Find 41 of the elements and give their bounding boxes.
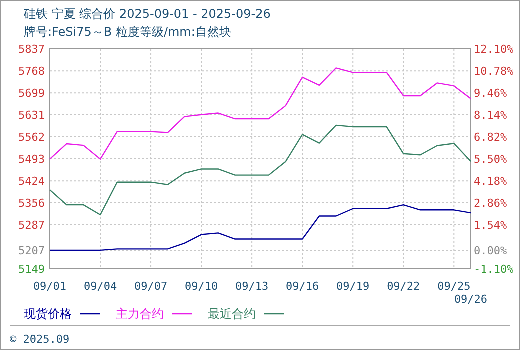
x-tick-label: 09/01: [33, 280, 67, 293]
y-tick-label: 5837: [18, 43, 45, 56]
x-tick-label: 09/25: [438, 280, 471, 293]
line-series: [49, 204, 472, 252]
y2-tick-label: 6.82%: [474, 131, 508, 144]
x-tick-label: 09/07: [134, 280, 168, 293]
x-tick-label: 09/10: [184, 280, 218, 293]
y2-tick-label: 12.10%: [474, 43, 514, 56]
y2-tick-label: 10.78%: [474, 65, 514, 78]
y2-tick-label: 4.18%: [474, 175, 508, 188]
text: © 2025.09: [10, 333, 70, 346]
legend-label: 主力合约: [116, 307, 164, 321]
y2-tick-label: 1.54%: [474, 219, 508, 232]
line-series: [49, 68, 472, 160]
y-tick-label: 5207: [18, 244, 45, 258]
x-tick-label: 09/22: [387, 280, 420, 293]
y2-tick-label: 0.00%: [474, 244, 508, 258]
line-series: [49, 124, 472, 216]
legend-label: 现货价格: [24, 307, 72, 321]
y2-tick-label: 8.14%: [474, 109, 508, 122]
y-tick-label: 5424: [18, 175, 46, 188]
y2-tick-label: 9.46%: [474, 87, 508, 100]
y-tick-label: 5287: [18, 218, 45, 232]
y2-tick-label: 5.50%: [474, 153, 508, 166]
x-tick-label: 09/04: [84, 280, 118, 293]
legend-label: 最近合约: [208, 307, 256, 321]
chart-subtitle: 牌号:FeSi75～B 粒度等级/mm:自然块: [24, 25, 232, 39]
y2-tick-label: -1.10%: [474, 263, 514, 276]
y-tick-label: 5562: [18, 130, 45, 144]
y2-tick-label: 2.86%: [474, 197, 508, 210]
y-tick-label: 5631: [18, 108, 45, 122]
y-tick-label: 5149: [18, 263, 45, 276]
y-tick-label: 5356: [18, 196, 45, 210]
y-tick-label: 5768: [18, 65, 45, 78]
chart-title: 硅铁 宁夏 综合价 2025-09-01 - 2025-09-26: [23, 7, 271, 21]
x-tick-label: 09/26: [454, 293, 488, 306]
y-tick-label: 5493: [18, 153, 45, 166]
y-tick-label: 5699: [18, 87, 45, 100]
x-tick-label: 09/19: [336, 280, 370, 293]
x-tick-label: 09/13: [236, 280, 269, 293]
x-tick-label: 09/16: [286, 280, 320, 293]
